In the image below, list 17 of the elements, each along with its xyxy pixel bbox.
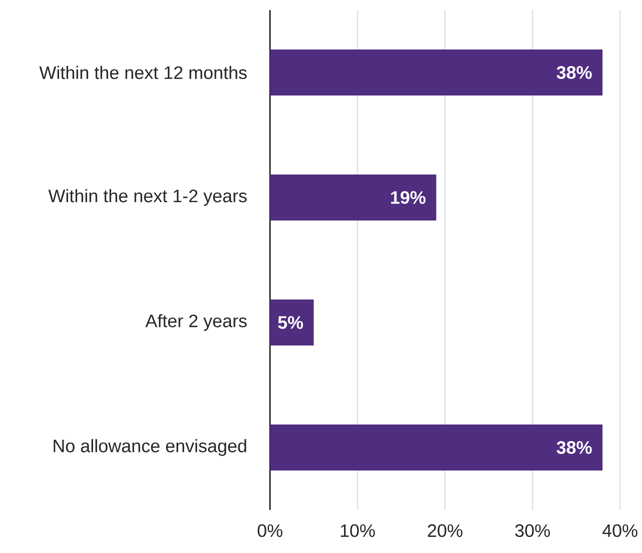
data-label: 38% [556,66,592,79]
bar [270,300,314,346]
x-tick-label: 10% [340,524,375,538]
x-tick-label: 20% [428,524,462,538]
x-tick-label: 40% [602,524,638,538]
x-tick-label: 30% [515,524,550,538]
bar [270,424,603,471]
y-tick-label: After 2 years [145,314,247,331]
y-tick-label: Within the next 1-2 years [48,189,247,206]
bar [270,50,603,96]
y-tick-label: No allowance envisaged [54,439,246,456]
x-tick-label: 0% [258,524,282,538]
data-label: 19% [391,191,426,204]
data-label: 38% [556,441,592,454]
y-tick-label: Within the next 12 months [39,66,247,80]
bar [270,174,436,220]
data-label: 5% [278,316,304,329]
